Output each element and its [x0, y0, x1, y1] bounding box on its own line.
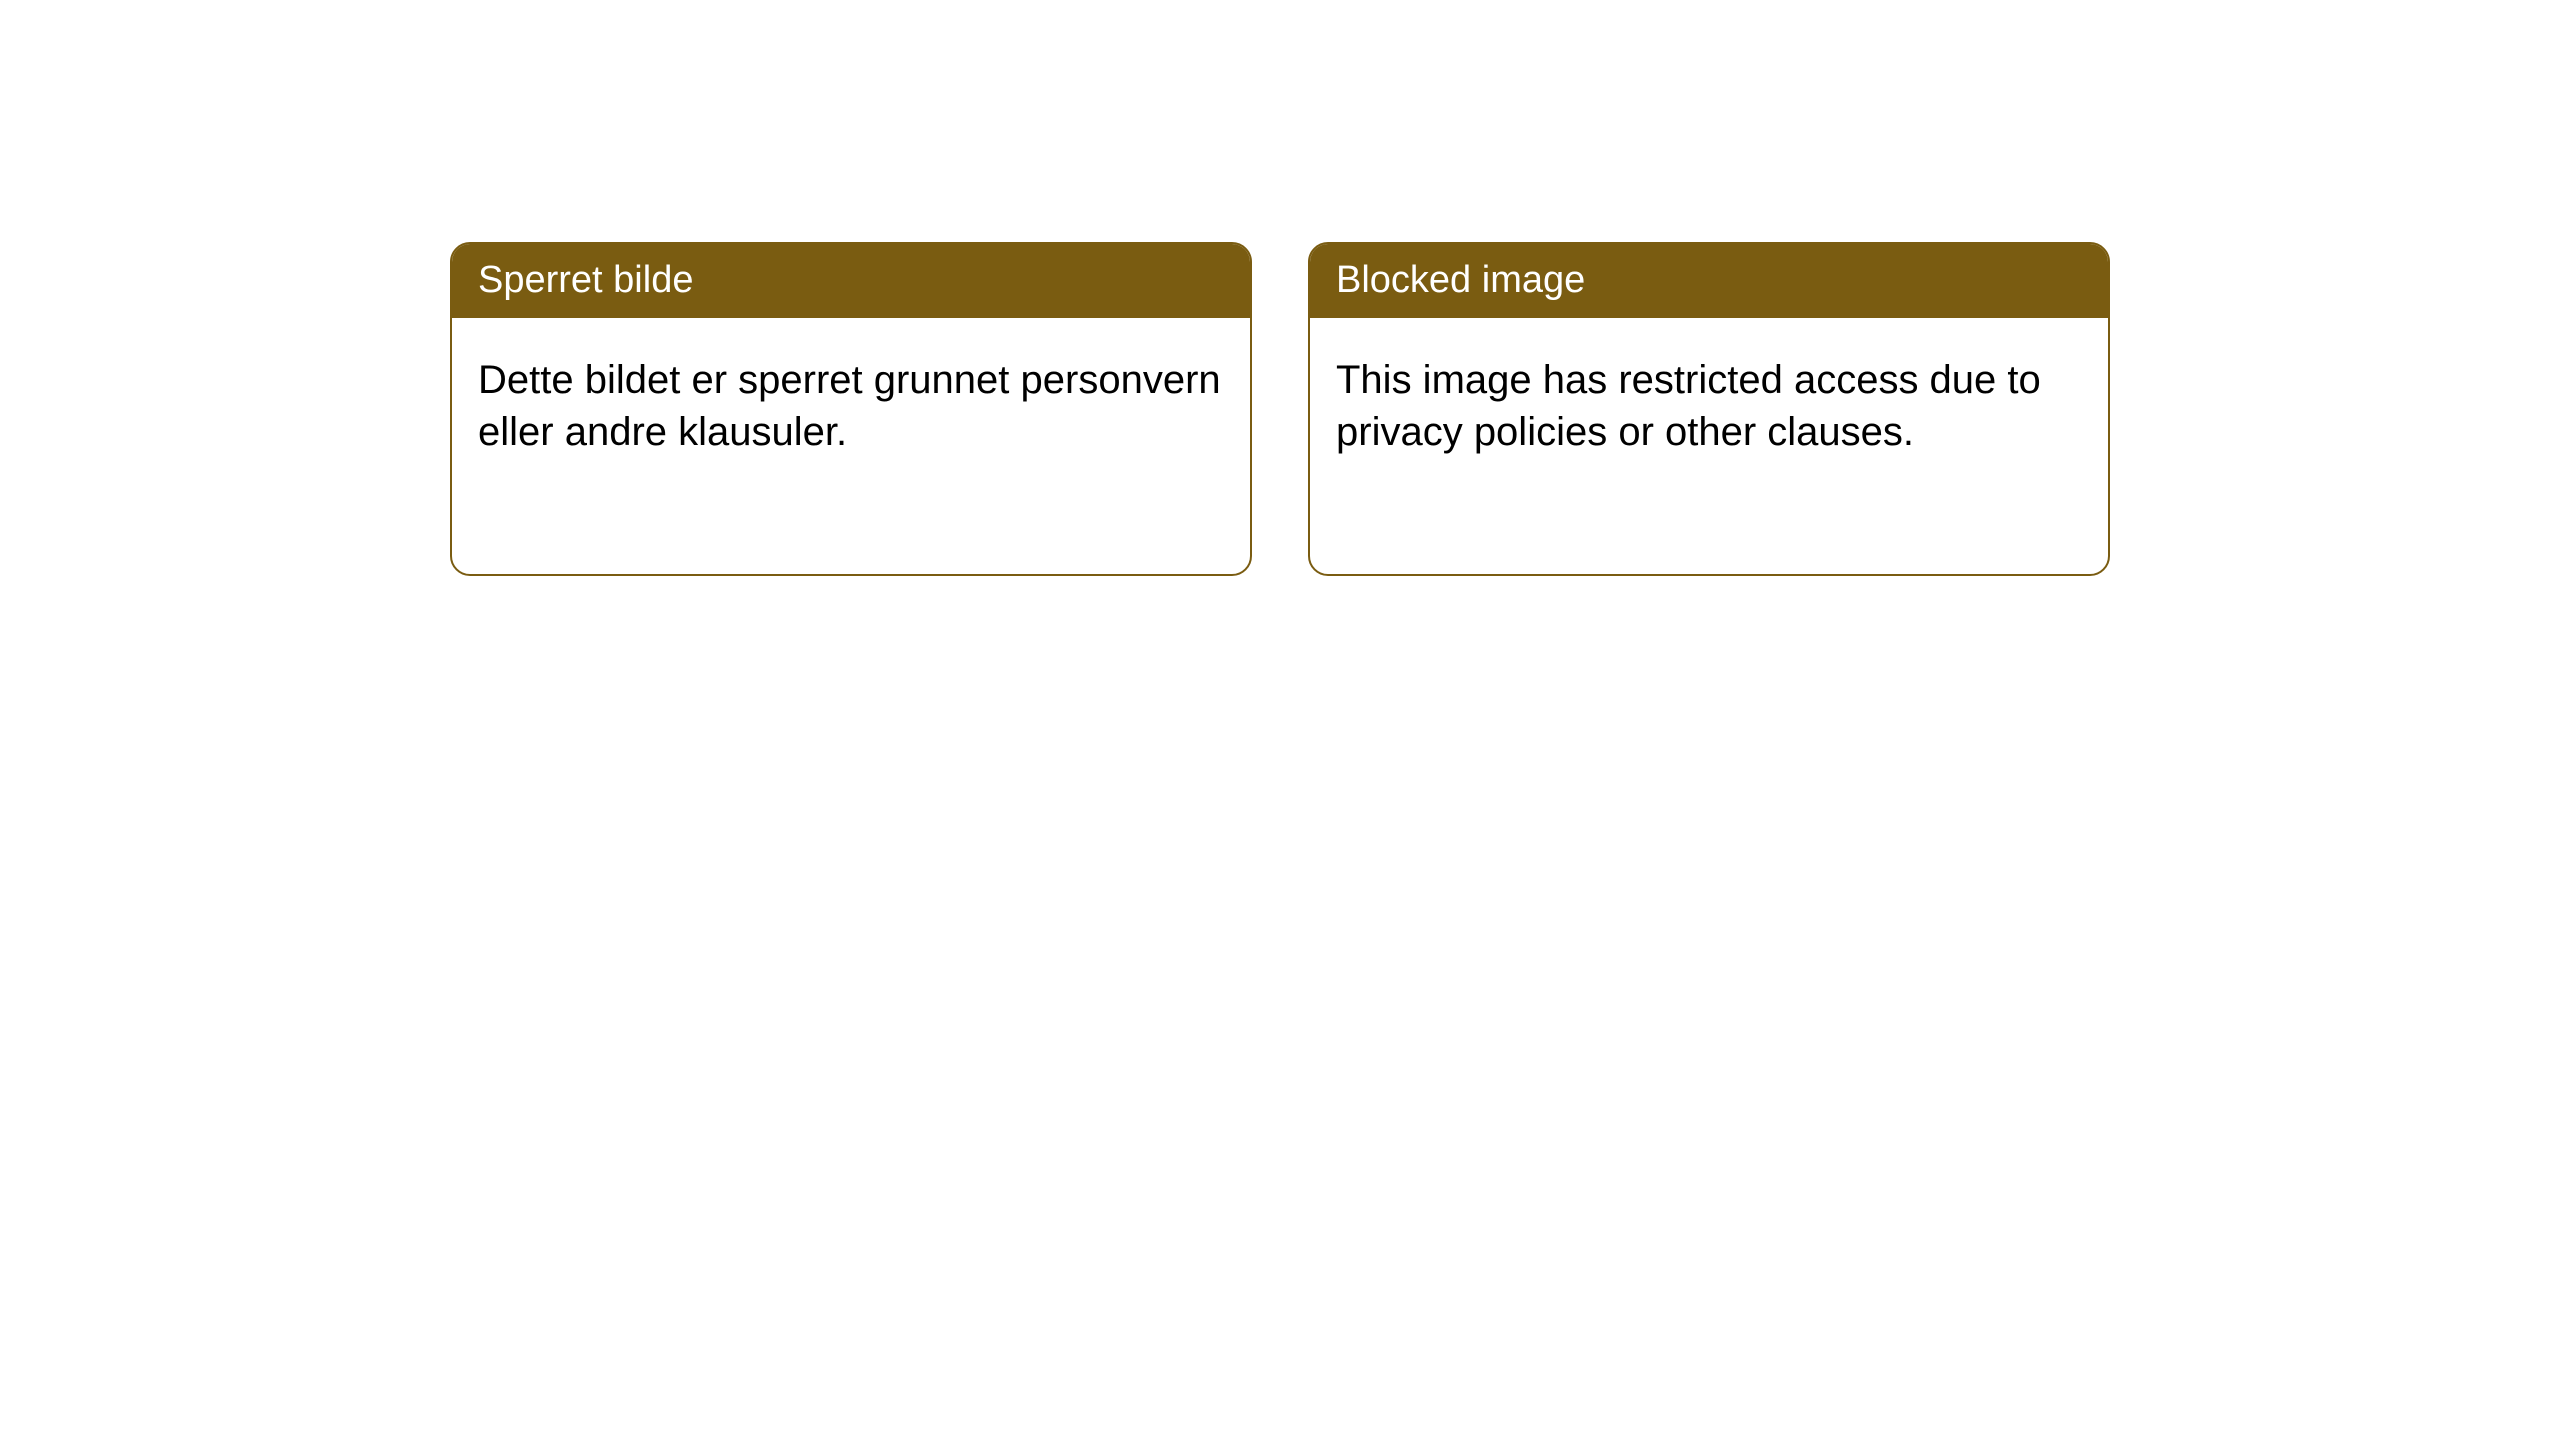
notice-container: Sperret bilde Dette bildet er sperret gr…: [450, 242, 2560, 576]
notice-card-header: Sperret bilde: [452, 244, 1250, 318]
notice-message: This image has restricted access due to …: [1336, 358, 2041, 454]
notice-card-body: Dette bildet er sperret grunnet personve…: [452, 318, 1250, 494]
notice-message: Dette bildet er sperret grunnet personve…: [478, 358, 1221, 454]
notice-card-header: Blocked image: [1310, 244, 2108, 318]
notice-title: Sperret bilde: [478, 259, 693, 301]
notice-card-english: Blocked image This image has restricted …: [1308, 242, 2110, 576]
notice-card-body: This image has restricted access due to …: [1310, 318, 2108, 494]
notice-title: Blocked image: [1336, 259, 1585, 301]
notice-card-norwegian: Sperret bilde Dette bildet er sperret gr…: [450, 242, 1252, 576]
